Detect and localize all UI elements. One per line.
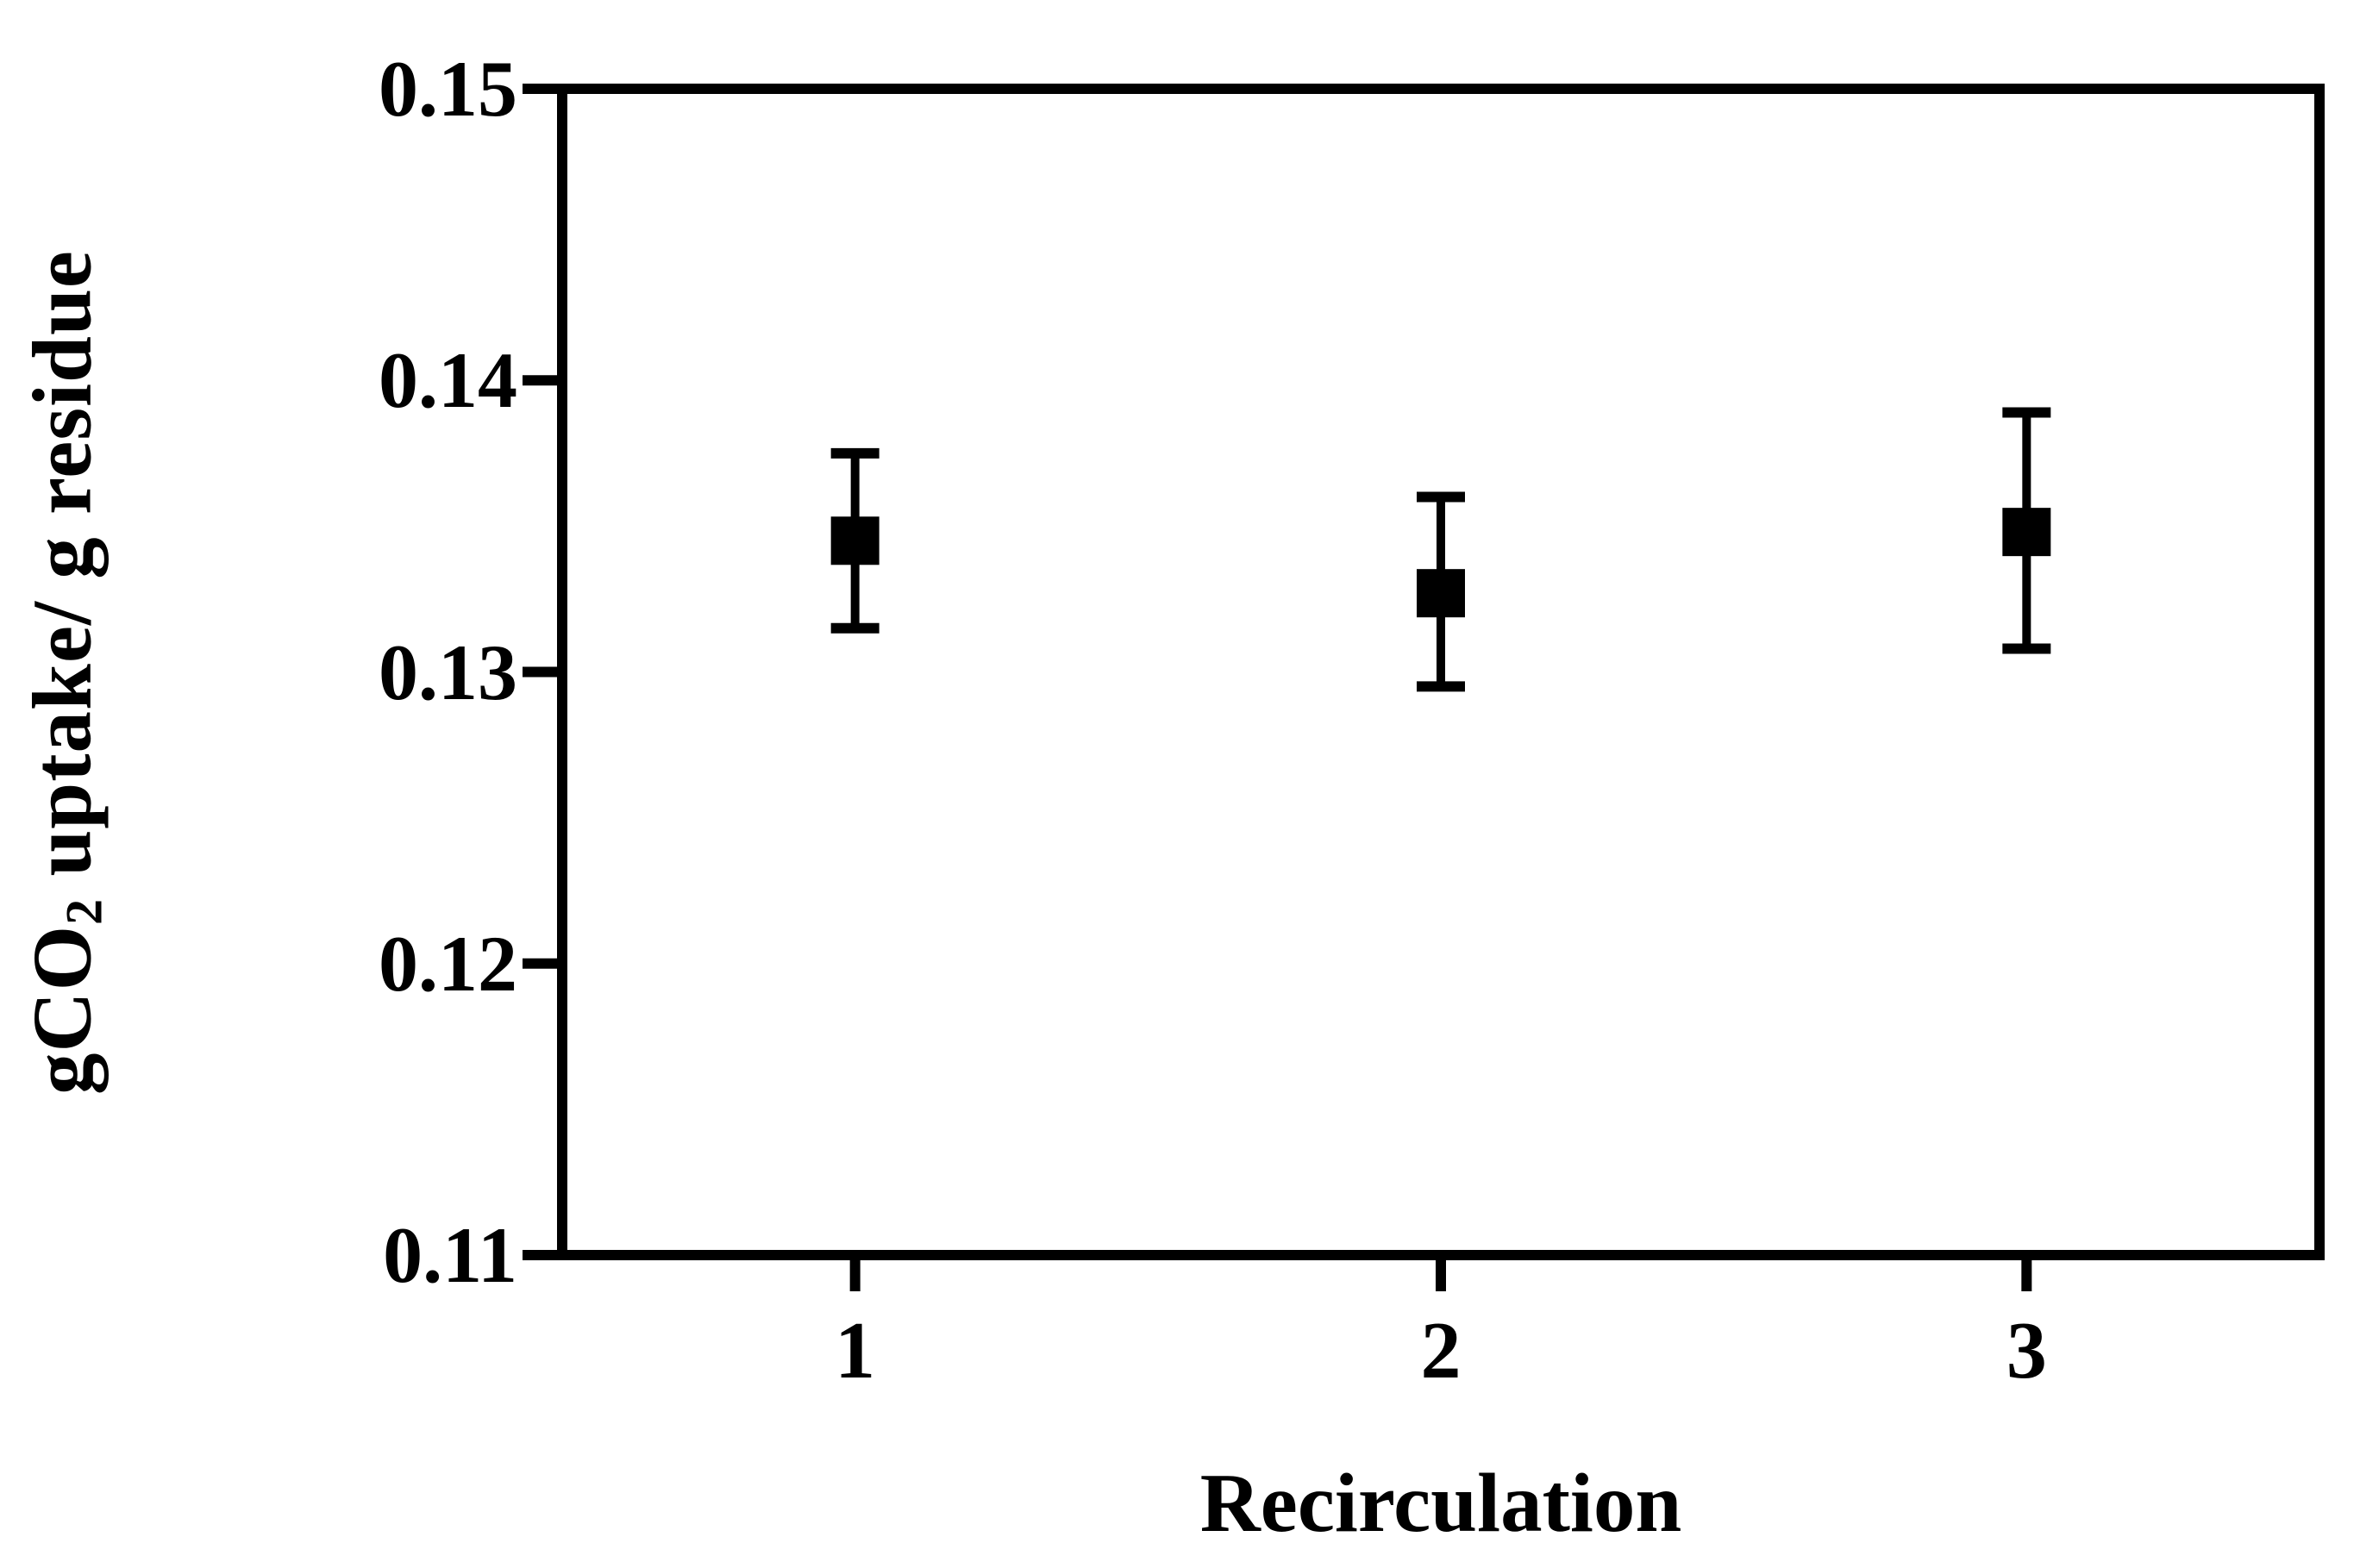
y-tick-label: 0.14 <box>379 336 517 425</box>
x-tick-label: 3 <box>2006 1306 2047 1396</box>
x-tick-label: 2 <box>1420 1306 1462 1396</box>
x-axis-title: Recirculation <box>1199 1457 1682 1549</box>
y-tick-label: 0.12 <box>379 919 517 1008</box>
y-tick-label: 0.13 <box>379 628 517 716</box>
data-point-marker <box>1417 569 1465 618</box>
x-tick-label: 1 <box>835 1306 876 1396</box>
data-point-marker <box>2002 508 2051 557</box>
data-point-marker <box>830 516 880 565</box>
y-tick-label: 0.11 <box>383 1211 517 1299</box>
plot-frame <box>557 84 2325 1260</box>
y-tick-label: 0.15 <box>379 45 517 133</box>
